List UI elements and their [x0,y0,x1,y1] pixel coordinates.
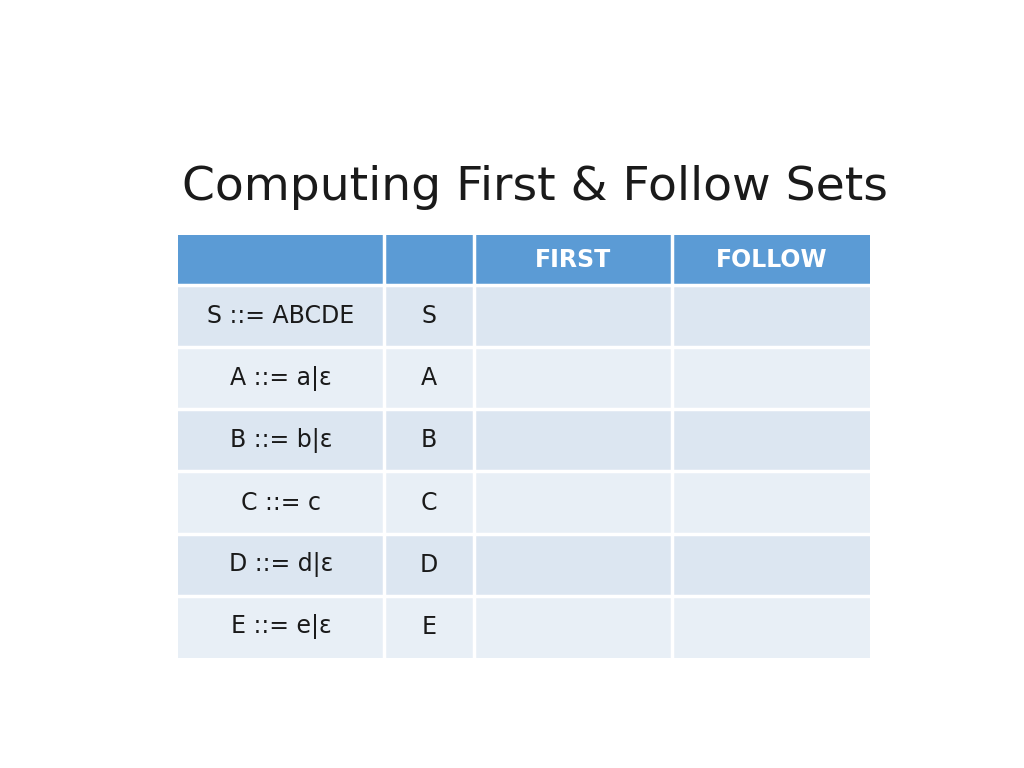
Bar [474,596,672,658]
Bar [178,409,384,472]
Text: S: S [421,304,436,328]
Text: C ::= c: C ::= c [241,491,321,515]
Bar [474,234,672,285]
Bar [384,596,474,658]
Text: E: E [421,615,436,639]
Bar [474,409,672,472]
Bar [384,534,474,596]
Bar [384,347,474,409]
Bar [178,285,384,347]
Bar [672,409,870,472]
Text: C: C [421,491,437,515]
Text: A ::= a|ε: A ::= a|ε [230,366,332,390]
Bar [474,534,672,596]
Text: Computing First & Follow Sets: Computing First & Follow Sets [182,165,888,210]
Bar [672,347,870,409]
Bar [672,472,870,534]
Text: B ::= b|ε: B ::= b|ε [229,428,332,453]
Bar [474,347,672,409]
Text: FIRST: FIRST [535,247,611,272]
Text: FOLLOW: FOLLOW [716,247,827,272]
Bar [384,285,474,347]
Bar [474,285,672,347]
Bar [178,234,384,285]
Bar [178,596,384,658]
Bar [384,234,474,285]
Bar [672,234,870,285]
Text: D: D [420,553,438,577]
Bar [672,285,870,347]
Bar [178,347,384,409]
Bar [474,472,672,534]
Bar [178,472,384,534]
Text: B: B [421,429,437,452]
Bar [672,534,870,596]
Bar [178,534,384,596]
Text: D ::= d|ε: D ::= d|ε [228,552,333,578]
Text: E ::= e|ε: E ::= e|ε [230,614,332,640]
Bar [384,409,474,472]
Text: S ::= ABCDE: S ::= ABCDE [207,304,354,328]
Bar [384,472,474,534]
Text: A: A [421,366,437,390]
Bar [672,596,870,658]
